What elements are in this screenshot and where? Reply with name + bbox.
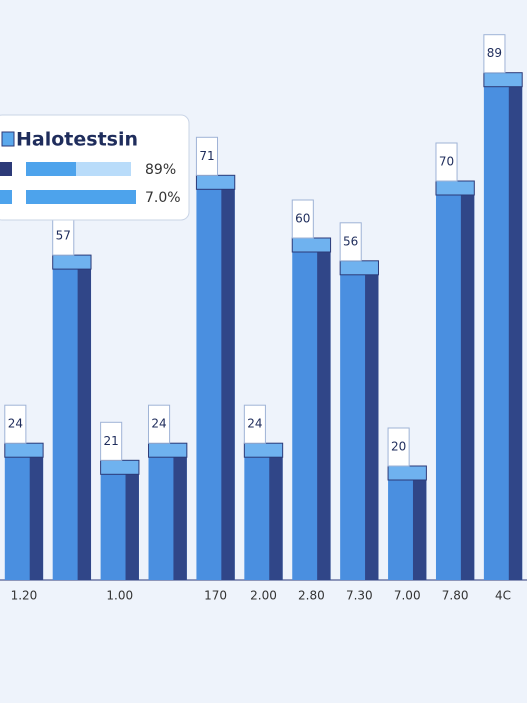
bar-cap	[243, 442, 284, 458]
bar-cap	[148, 442, 188, 458]
bar-cap	[483, 72, 523, 88]
value-tag	[291, 199, 314, 239]
value-tag	[339, 222, 362, 262]
x-tick-label: 7.00	[394, 589, 421, 603]
value-label: 70	[439, 155, 454, 169]
bar-shade	[29, 457, 44, 580]
x-tick-label: 2.00	[250, 589, 277, 603]
value-label: 89	[487, 46, 502, 60]
bar-shade	[173, 457, 187, 580]
value-label: 56	[343, 234, 358, 248]
bar-cap	[4, 442, 44, 458]
bar-cap	[387, 465, 427, 481]
value-tag	[195, 136, 219, 176]
legend: Halotestsin 89% 7.0%	[0, 114, 190, 221]
value-label: 24	[151, 417, 166, 431]
legend-bar	[26, 190, 136, 204]
legend-label: 7.0%	[145, 190, 181, 206]
legend-swatch	[0, 162, 12, 176]
bar-cap	[100, 459, 140, 475]
bar-shade	[460, 195, 475, 580]
bar-shade	[412, 480, 427, 580]
bar-cap	[435, 180, 475, 196]
legend-swatch	[0, 190, 12, 204]
x-tick-label: 7.30	[346, 589, 373, 603]
legend-bar	[26, 162, 76, 176]
value-tag	[4, 404, 27, 444]
value-tag	[100, 421, 123, 461]
bar-shade	[508, 86, 523, 580]
value-label: 24	[247, 417, 262, 431]
legend-title: Halotestsin	[16, 129, 138, 151]
bar-shade	[77, 269, 92, 580]
value-tag	[387, 427, 410, 467]
bar-shade	[317, 252, 331, 580]
value-label: 60	[295, 212, 310, 226]
value-label: 20	[391, 440, 406, 454]
bar-cap	[52, 254, 92, 270]
x-tick-label: 1.20	[11, 589, 38, 603]
x-tick-label: 170	[204, 589, 227, 603]
value-label: 71	[199, 149, 214, 163]
value-label: 57	[56, 229, 71, 243]
bar-shade	[269, 457, 283, 580]
x-tick-label: 2.80	[298, 589, 325, 603]
value-label: 24	[8, 417, 23, 431]
bar-cap	[339, 260, 379, 276]
x-tick-label: 1.00	[106, 589, 133, 603]
x-tick-label: 7.80	[442, 589, 469, 603]
value-tag	[435, 142, 458, 182]
value-tag	[243, 404, 266, 444]
bar-cap	[195, 174, 236, 190]
bar-shade	[365, 274, 379, 580]
legend-swatch	[1, 131, 15, 147]
value-tag	[148, 404, 171, 444]
value-tag	[483, 34, 506, 74]
bar-shade	[221, 189, 235, 581]
bar-cap	[291, 237, 332, 253]
bar-shade	[125, 474, 139, 580]
x-tick-label: 4C	[495, 589, 511, 603]
legend-label: 89%	[145, 162, 176, 178]
value-label: 21	[104, 434, 119, 448]
